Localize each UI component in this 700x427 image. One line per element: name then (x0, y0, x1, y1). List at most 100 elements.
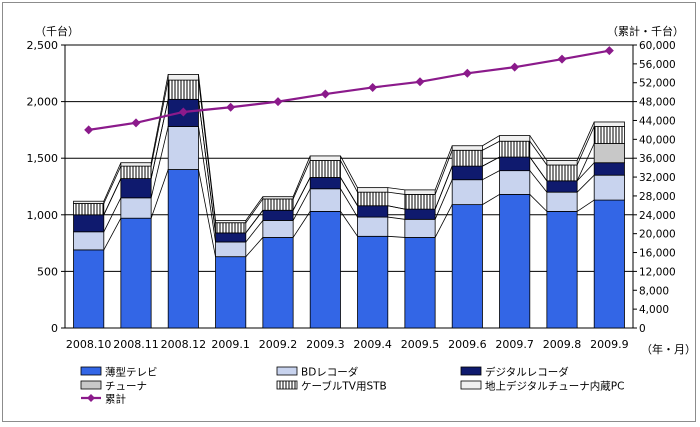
bar-segment-6 (451, 145, 483, 151)
bar-segment-3 (120, 178, 152, 199)
series-connector (434, 145, 453, 191)
bar-segment-2 (215, 241, 247, 258)
cumulative-point (462, 68, 472, 78)
chart: （千台） （累計・千台） （年・月） 0 500 1,000 1,500 2,000 2,… (27, 24, 697, 406)
x-tick-label: 2009.7 (495, 338, 534, 351)
legend-swatch-4 (80, 380, 102, 390)
bar-segment-6 (309, 155, 341, 161)
cumulative-point (273, 97, 283, 107)
bar-segment-3 (262, 209, 294, 221)
y-left-ticks: 0 500 1,000 1,500 2,000 2,500 (27, 39, 65, 335)
y-left-tick-label: 2,500 (27, 39, 59, 52)
legend-label-1: 薄型テレビ (105, 366, 158, 379)
x-tick-label: 2008.11 (113, 338, 159, 351)
y-right-tick-label: 32,000 (639, 172, 676, 184)
bar-segment-1 (499, 194, 531, 329)
series-connector (245, 237, 264, 257)
y-right-tick-label: 12,000 (639, 266, 676, 278)
cumulative-point (84, 125, 94, 135)
series-connector (576, 143, 595, 182)
legend-label-2: BDレコーダ (301, 366, 359, 379)
y-right-tick-label: 36,000 (639, 153, 676, 165)
x-tick-label: 2009.4 (353, 338, 392, 351)
y-right-tick-label: 0 (639, 323, 646, 335)
series-connector (292, 211, 311, 238)
bar-segment-6 (262, 196, 294, 200)
series-connector (340, 155, 358, 188)
bar-segment-6 (120, 162, 152, 167)
series-connector (198, 99, 216, 233)
cumulative-point (131, 118, 141, 128)
series-connector (434, 179, 453, 220)
bar-segment-2 (404, 218, 436, 238)
x-tick-label: 2009.8 (543, 338, 582, 351)
series-connector (387, 235, 405, 238)
series-connector (150, 74, 169, 163)
bar-segment-5 (215, 222, 247, 234)
series-connector (292, 177, 311, 211)
bar-segment-3 (357, 205, 389, 218)
legend-swatch-3 (460, 366, 482, 376)
series-connector (482, 140, 500, 151)
bar-segment-2 (546, 191, 578, 212)
x-unit-label: （年・月） (641, 342, 696, 356)
x-tick-label: 2009.9 (590, 338, 629, 351)
y-left-tick-label: 1,500 (27, 152, 59, 165)
series-connector (482, 135, 500, 147)
bar-segment-5 (546, 164, 578, 182)
series-connector (245, 210, 264, 234)
cumulative-line-group (84, 46, 614, 135)
bar-segment-1 (215, 256, 247, 329)
series-connector (150, 99, 169, 179)
bar-segment-1 (451, 204, 483, 329)
legend-swatch-6 (460, 380, 482, 390)
x-tick-label: 2009.2 (259, 338, 298, 351)
bar-segment-2 (593, 174, 625, 201)
bar-segment-5 (262, 198, 294, 211)
bar-segment-6 (546, 160, 578, 166)
bar-segment-3 (593, 162, 625, 176)
bar-segment-4 (593, 143, 625, 164)
bar-segment-2 (309, 188, 341, 212)
bar-segment-6 (404, 189, 436, 195)
y-right-tick-label: 24,000 (639, 210, 676, 222)
series-connector (482, 156, 500, 167)
cumulative-point (557, 54, 567, 64)
bar-segment-6 (167, 74, 199, 81)
y-right-tick-label: 52,000 (639, 78, 676, 90)
bar-segment-5 (593, 126, 625, 144)
bar-segment-6 (593, 121, 625, 127)
series-connector (482, 170, 500, 181)
series-connector (529, 135, 548, 161)
bar-segment-2 (120, 197, 152, 219)
series-connector (529, 140, 548, 166)
y-right-ticks: 0 4,000 8,000 12,000 16,000 20,000 24,000 28,00… (633, 40, 676, 335)
series-connector (576, 174, 595, 193)
x-tick-labels: 2008.10 2008.11 2008.12 2009.1 2009.2 2009.3 2… (66, 338, 629, 351)
series-connector (529, 194, 548, 212)
series-connector (482, 194, 500, 205)
bar-segment-6 (215, 220, 247, 224)
bar-segment-6 (357, 187, 389, 193)
legend-swatch-2 (276, 366, 298, 376)
y-right-tick-label: 8,000 (639, 285, 669, 297)
bar-segment-1 (309, 211, 341, 329)
series-connector (292, 155, 311, 197)
bar-segment-2 (499, 170, 531, 195)
series-connector (387, 191, 405, 195)
x-tick-label: 2008.12 (161, 338, 207, 351)
bar-segment-3 (215, 232, 247, 243)
cumulative-point (510, 62, 520, 72)
y-right-axis-label: （累計・千台） (607, 24, 684, 38)
bar-segment-5 (73, 203, 105, 216)
bar-segment-3 (309, 177, 341, 190)
bar-segment-5 (167, 79, 199, 100)
bar-segment-3 (546, 180, 578, 193)
series-connector (529, 170, 548, 193)
y-right-tick-label: 20,000 (639, 229, 676, 241)
y-right-tick-label: 44,000 (639, 115, 676, 127)
bar-segment-5 (404, 194, 436, 210)
series-connector (245, 220, 264, 243)
bar-segment-1 (546, 211, 578, 329)
y-right-tick-label: 60,000 (639, 40, 676, 52)
